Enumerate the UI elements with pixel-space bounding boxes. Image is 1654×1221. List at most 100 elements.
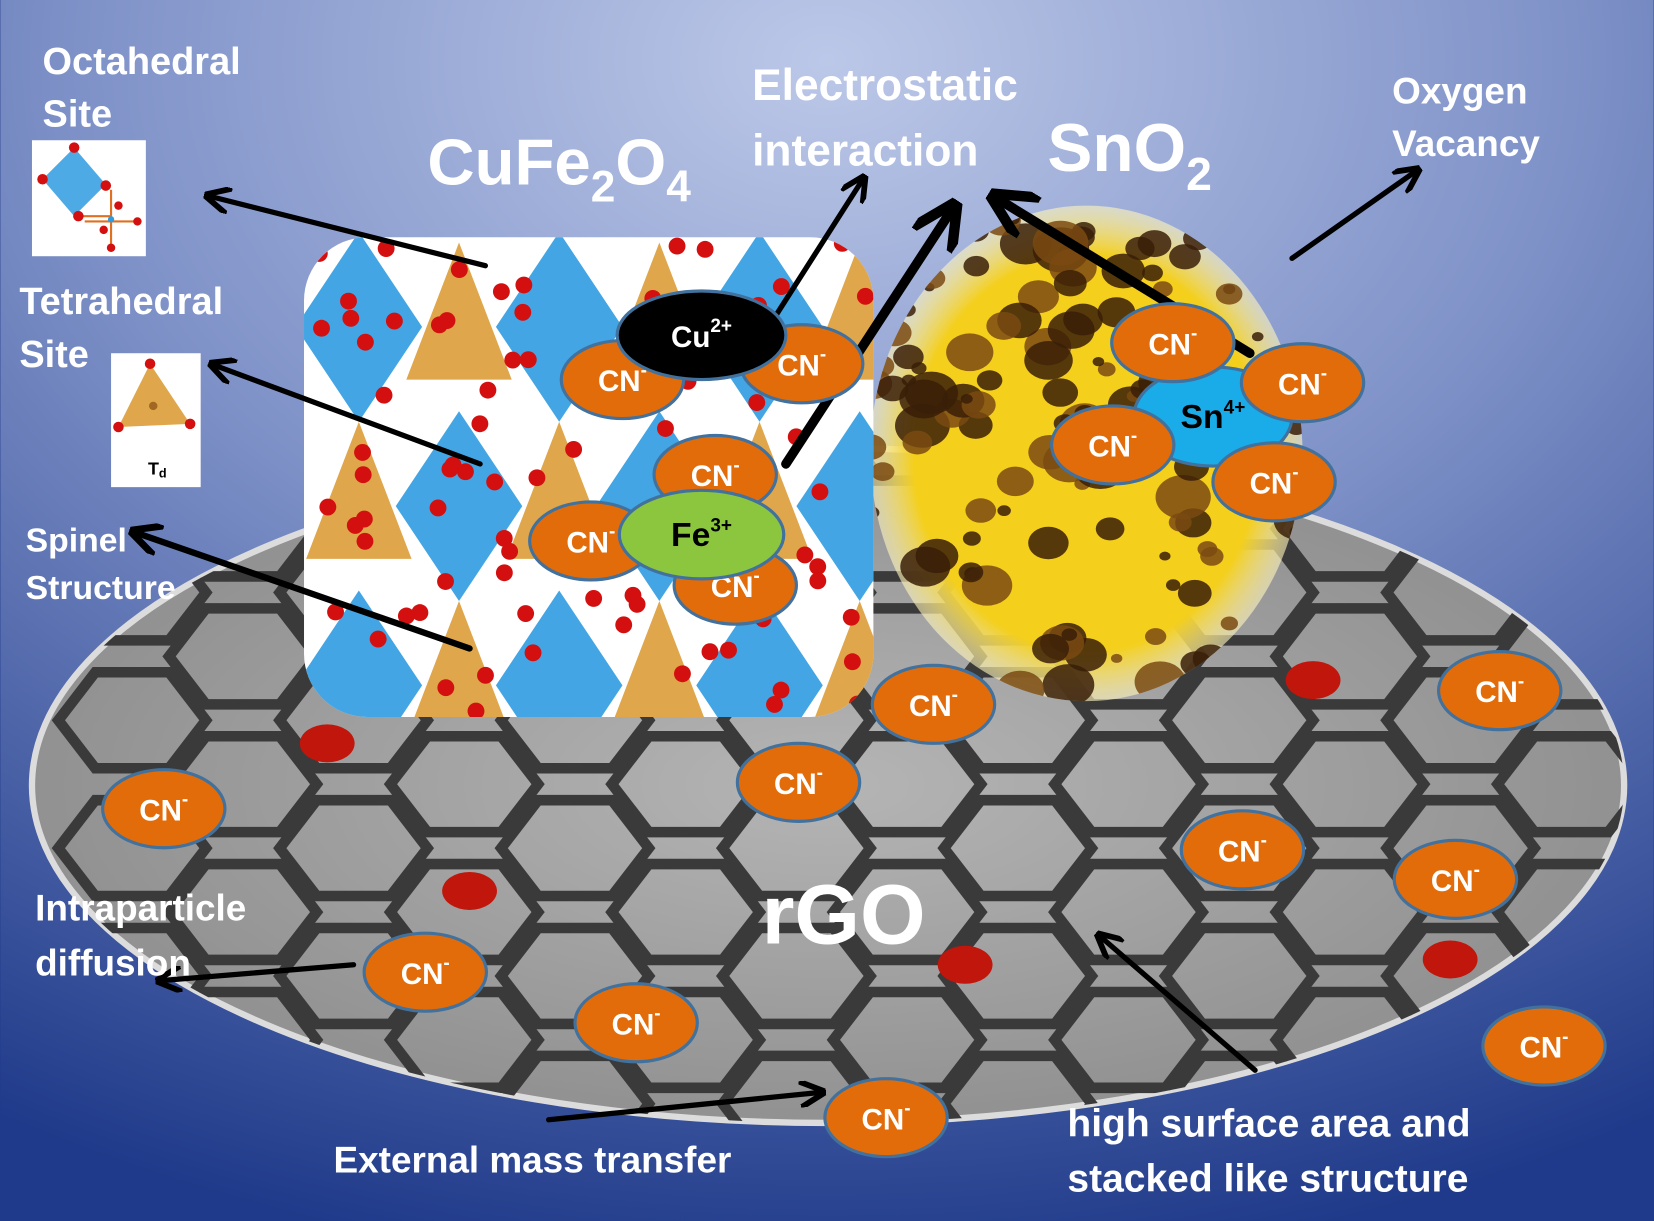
- rgo-hexagon: [383, 858, 545, 966]
- pore: [997, 505, 1011, 517]
- cn-ion-label: CN-: [909, 685, 958, 723]
- oxygen-atom: [479, 381, 497, 399]
- oxygen-atom: [369, 630, 387, 648]
- oxygen-atom: [354, 466, 372, 484]
- cn-ion-shape: [1110, 302, 1236, 384]
- cn-ion: CN-: [1211, 441, 1337, 523]
- label-high-surface-area: high surface area and: [1067, 1103, 1470, 1146]
- arrow-surface-area: [1100, 936, 1258, 1073]
- oxygen-atom: [585, 590, 603, 607]
- oxygen-atom: [486, 473, 504, 491]
- cn-ion-shape: [573, 982, 699, 1064]
- cu-ion: Cu2+: [615, 289, 788, 382]
- oxygen-group: [937, 945, 993, 984]
- octahedron: [304, 590, 423, 717]
- oxygen-atom: [457, 463, 474, 481]
- pore: [901, 374, 916, 387]
- oxygen-atom: [346, 516, 364, 534]
- cn-ion-label: CN-: [1250, 463, 1299, 501]
- cn-ion-label: CN-: [1475, 671, 1524, 709]
- oxygen-atom: [437, 573, 454, 590]
- oxygen-group: [442, 871, 497, 910]
- oxygen-atom: [504, 351, 522, 369]
- oxygen-atom: [354, 444, 371, 461]
- tetrahedron: [806, 601, 874, 717]
- oxygen-atom: [772, 278, 790, 296]
- oxygen-atom: [524, 644, 542, 662]
- oxygen-atom: [342, 309, 360, 327]
- oxygen-atom: [495, 529, 513, 547]
- rgo-hexagon: [51, 667, 213, 774]
- cn-ion-shape: [735, 741, 862, 823]
- arrow-spinel: [135, 532, 473, 652]
- labels: Octahedral Site Tetrahedral Site Spinel …: [19, 41, 1540, 1201]
- tetrahedral-site-image: Td: [111, 353, 201, 488]
- oxygen-atom: [438, 312, 456, 329]
- oxygen-atom: [528, 469, 546, 487]
- label-electrostatic: Electrostatic: [752, 61, 1018, 110]
- pore: [1251, 332, 1264, 342]
- oxygen-atom: [514, 303, 532, 321]
- oxygen-atom: [385, 312, 403, 330]
- pore: [871, 462, 895, 482]
- rgo-hexagon: [1158, 794, 1320, 902]
- cn-ion-shape: [1179, 809, 1306, 891]
- oxygen-atom: [517, 605, 535, 622]
- oxygen-atom: [624, 586, 642, 604]
- cn-ion: CN-: [1110, 302, 1236, 384]
- pore: [1220, 616, 1239, 631]
- label-structure: Structure: [26, 569, 176, 607]
- cn-ion-label: CN-: [1148, 324, 1197, 362]
- rgo-hexagon: [605, 731, 767, 838]
- pore: [1092, 357, 1105, 367]
- pore: [1024, 340, 1073, 380]
- pore: [902, 430, 933, 455]
- label-spinel: Spinel: [26, 521, 127, 559]
- cn-ion-shape: [1211, 441, 1337, 523]
- oxygen-atom: [319, 498, 337, 516]
- label-interaction: interaction: [752, 127, 978, 176]
- oxygen-group: [299, 724, 355, 763]
- cn-ion-shape: [362, 931, 489, 1013]
- cn-ion-shape: [1481, 1005, 1607, 1087]
- pore: [1177, 579, 1212, 607]
- tetrahedron: [406, 601, 512, 717]
- fe-ion-shape: [617, 488, 786, 581]
- label-octahedral: Octahedral: [43, 41, 241, 83]
- oxygen-atom: [429, 499, 447, 517]
- cn-ion: CN-: [735, 741, 862, 823]
- rgo-hexagon: [715, 922, 877, 1030]
- pore: [1197, 541, 1218, 557]
- oxygen-atom: [796, 546, 814, 564]
- rgo-hexagon: [937, 794, 1099, 902]
- oxygen-atom: [327, 603, 344, 621]
- cn-ion-label: CN-: [401, 953, 450, 991]
- rgo-hexagon: [1158, 922, 1320, 1030]
- oxygen-atom: [515, 276, 533, 294]
- oxygen-atom: [313, 319, 330, 337]
- rgo-hexagon: [1158, 667, 1320, 774]
- pore: [946, 333, 994, 372]
- oxygen-atom: [701, 643, 719, 661]
- oxygen-atom: [375, 386, 393, 404]
- cn-ion-label: CN-: [139, 790, 188, 828]
- oxygen-atom: [397, 607, 415, 625]
- cn-ion-label: CN-: [612, 1004, 661, 1042]
- label-tetrahedral-site: Site: [19, 334, 89, 376]
- cn-ion-label: CN-: [777, 345, 826, 383]
- pore: [976, 370, 1003, 391]
- cn-ion: CN-: [1392, 838, 1519, 920]
- label-oxygen: Oxygen: [1392, 70, 1527, 111]
- cn-ion-shape: [1050, 404, 1176, 486]
- sn-ion-label: Sn4+: [1181, 397, 1246, 436]
- cu-ion-label: Cu2+: [671, 316, 732, 354]
- label-stacked-structure: stacked like structure: [1067, 1157, 1468, 1200]
- octahedral-site-image: [31, 140, 146, 257]
- arrow-fe-electrostatic: [781, 209, 953, 469]
- rgo-hexagon: [494, 794, 656, 902]
- pore: [1215, 283, 1243, 305]
- cn-ion: CN-: [1179, 809, 1306, 891]
- arrow-intraparticle: [161, 962, 357, 981]
- oxygen-atom: [519, 351, 537, 369]
- pore: [1032, 633, 1069, 664]
